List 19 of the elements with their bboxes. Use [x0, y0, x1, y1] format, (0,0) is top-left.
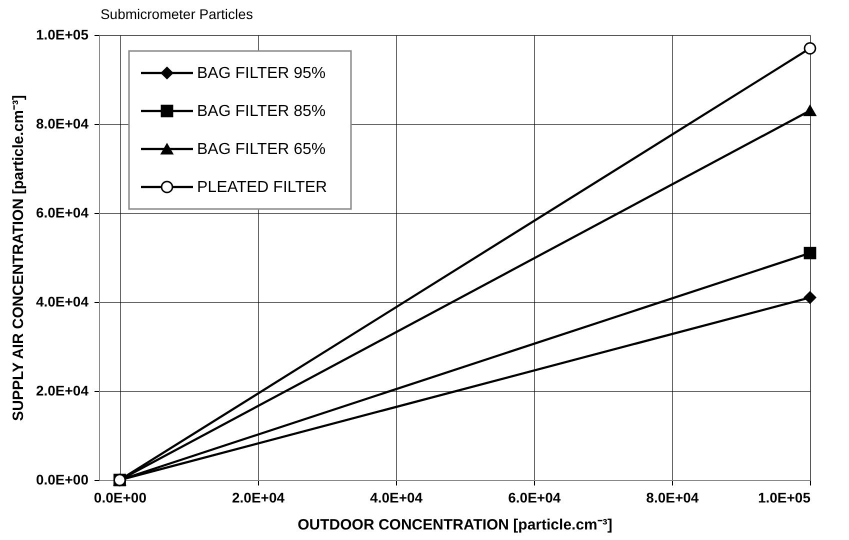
legend-label: BAG FILTER 85%	[197, 103, 326, 120]
legend-label: BAG FILTER 95%	[197, 65, 326, 82]
legend-label: BAG FILTER 65%	[197, 141, 326, 158]
x-axis-title: OUTDOOR CONCENTRATION [particle.cm⁻³]	[298, 516, 612, 534]
x-tick-label: 2.0E+04	[232, 490, 285, 506]
y-tick-label: 6.0E+04	[36, 204, 89, 220]
y-tick-label: 8.0E+04	[36, 116, 89, 132]
x-tick-label: 1.0E+05	[758, 490, 811, 506]
y-tick-label: 4.0E+04	[36, 294, 89, 310]
x-tick-label: 0.0E+00	[94, 490, 147, 506]
x-tick-label: 8.0E+04	[646, 490, 699, 506]
x-tick-label: 6.0E+04	[508, 490, 561, 506]
chart-title: Submicrometer Particles	[100, 6, 253, 22]
y-tick-label: 1.0E+05	[36, 26, 89, 42]
x-tick-label: 4.0E+04	[370, 490, 423, 506]
legend-label: PLEATED FILTER	[197, 179, 328, 196]
y-tick-label: 2.0E+04	[36, 382, 89, 398]
y-tick-label: 0.0E+00	[36, 472, 89, 488]
y-axis-title: SUPPLY AIR CONCENTRATION [particle.cm⁻³]	[10, 95, 27, 421]
